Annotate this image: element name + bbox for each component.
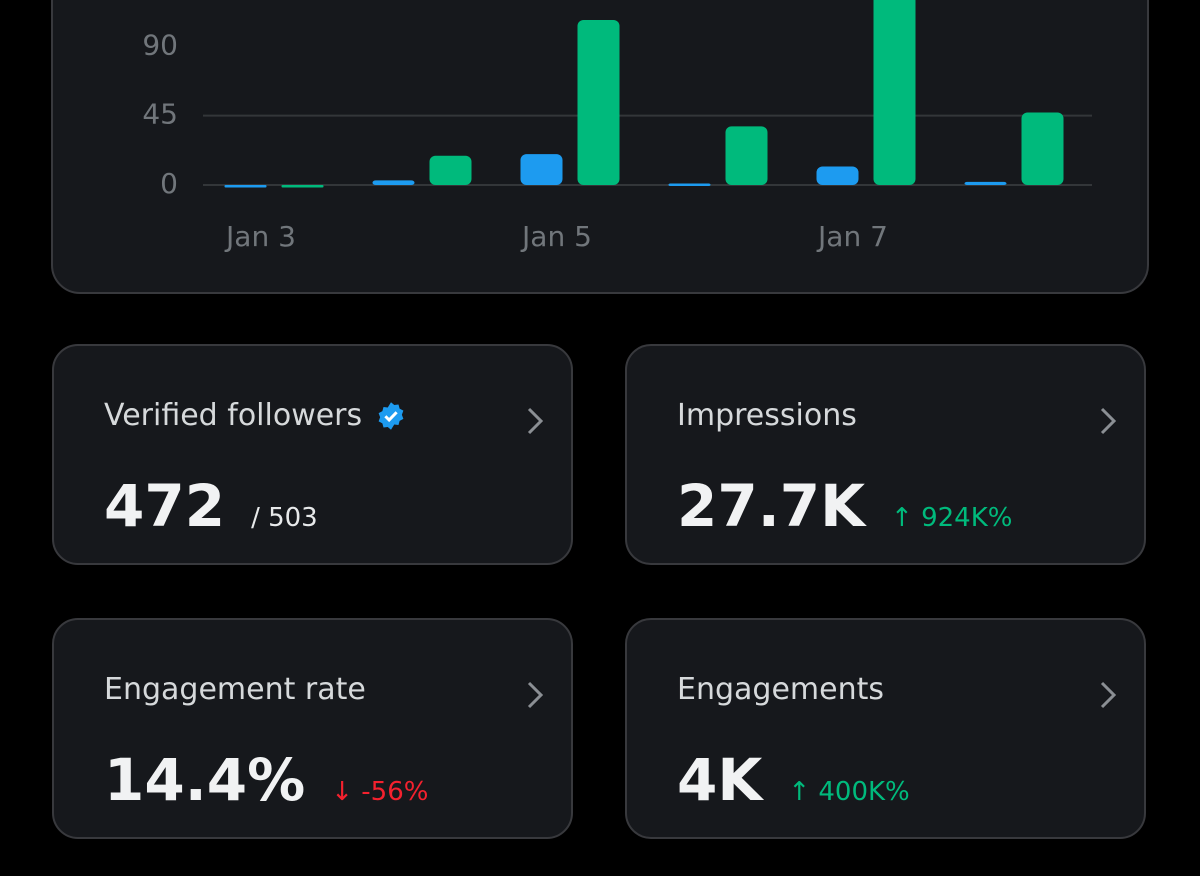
card-title-row: Verified followers	[104, 398, 406, 433]
card[interactable]: Verified followers 472 / 503	[52, 344, 573, 565]
bar	[429, 155, 472, 185]
bar	[577, 20, 620, 185]
chevron	[527, 681, 544, 709]
card[interactable]: Engagement rate 14.4% ↓ -56%	[52, 618, 573, 839]
y-tick-label: 45	[142, 98, 178, 131]
chevron	[1100, 407, 1117, 435]
chevron	[1100, 681, 1117, 709]
x-tick-label: Jan 5	[520, 220, 592, 253]
card-title: Engagements	[677, 672, 884, 707]
y-tick-label: 0	[160, 167, 178, 200]
card-value: 472	[104, 472, 226, 540]
bar	[281, 185, 324, 188]
verified-badge	[378, 401, 404, 430]
card-title: Impressions	[677, 398, 857, 433]
card[interactable]: Impressions 27.7K ↑ 924K%	[625, 344, 1146, 565]
x-tick-label: Jan 7	[816, 220, 888, 253]
card-value: 27.7K	[677, 472, 866, 540]
card-title: Verified followers	[104, 398, 363, 433]
card-change: ↑ 400K%	[788, 777, 910, 807]
x-tick-label: Jan 3	[224, 220, 296, 253]
card-detail: / 503	[251, 503, 318, 533]
card-change: ↓ -56%	[331, 777, 429, 807]
bar	[520, 154, 563, 185]
card-value: 4K	[677, 746, 763, 814]
card-value: 14.4%	[104, 746, 306, 814]
chart: 0 45 90 Jan 3 Jan 5 Jan 7	[51, 0, 1149, 294]
card[interactable]: Engagements 4K ↑ 400K%	[625, 618, 1146, 839]
bar	[964, 181, 1007, 185]
bar	[873, 0, 916, 185]
card-title: Engagement rate	[104, 672, 366, 707]
bar	[224, 185, 267, 188]
card-change: ↑ 924K%	[891, 503, 1013, 533]
bar	[816, 166, 859, 185]
y-tick-label: 90	[142, 28, 178, 61]
bar	[668, 183, 711, 186]
bar	[1021, 112, 1064, 185]
chevron	[527, 407, 544, 435]
bar	[372, 180, 415, 185]
bar	[725, 126, 768, 185]
